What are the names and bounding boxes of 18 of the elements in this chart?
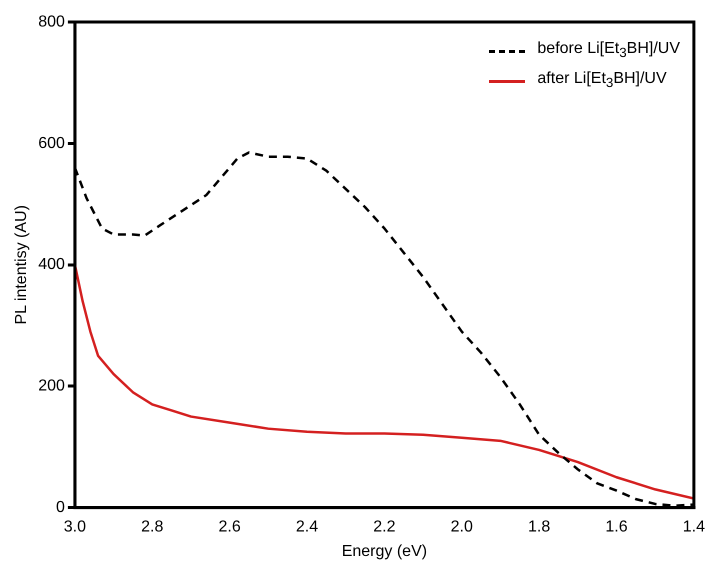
x-tick-label: 2.0 [450, 518, 473, 536]
x-tick-label: 2.8 [141, 518, 164, 536]
y-tick-label: 400 [38, 256, 65, 274]
x-tick-label: 1.8 [528, 518, 550, 536]
x-tick-label: 2.2 [373, 518, 396, 536]
y-axis-title: PL intentisy (AU) [13, 205, 30, 325]
y-tick-label: 0 [56, 499, 65, 516]
x-tick-label: 2.6 [218, 518, 241, 536]
x-tick-label: 2.4 [296, 518, 318, 536]
x-tick-label: 1.6 [605, 518, 628, 536]
legend-label: after Li[Et$_{3}$BH]/UV [537, 69, 667, 92]
y-tick-label: 800 [38, 13, 65, 30]
y-tick-label: 600 [38, 134, 65, 152]
x-tick-label: 1.4 [682, 518, 706, 536]
legend-label: before Li[Et$_{3}$BH]/UV [537, 39, 680, 62]
x-axis-title: Energy (eV) [342, 542, 428, 560]
x-tick-label: 3.0 [64, 518, 86, 536]
y-tick-label: 200 [38, 378, 65, 395]
